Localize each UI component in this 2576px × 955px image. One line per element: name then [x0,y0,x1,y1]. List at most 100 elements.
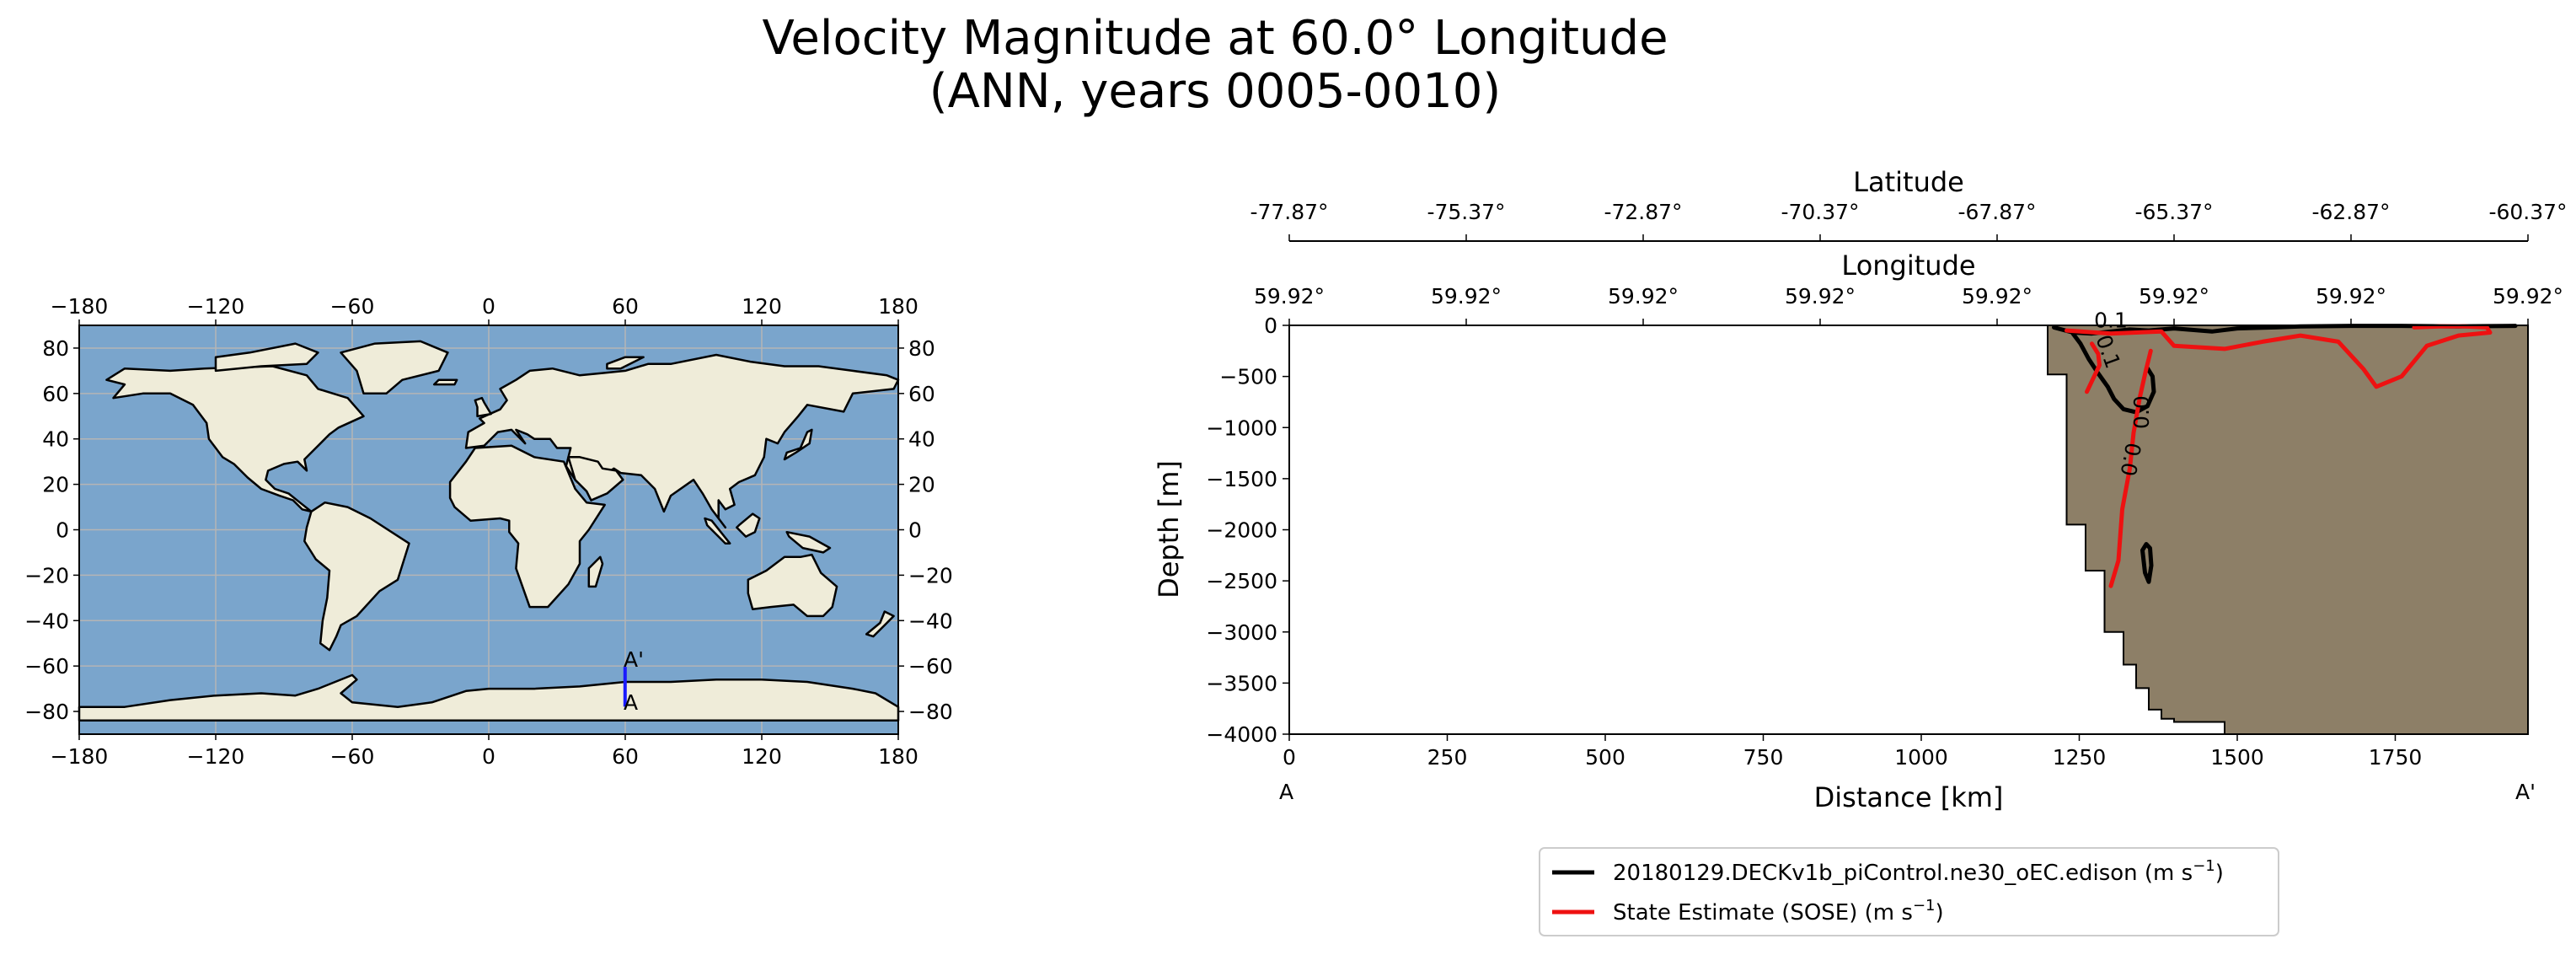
map-xtick-label-bottom: 120 [742,744,782,769]
map-ytick-label-left: −40 [24,609,69,633]
latitude-tick-label: -65.37° [2134,200,2213,224]
map-ytick-label-right: 0 [908,518,922,543]
section-ytick-label: −3500 [1206,671,1277,695]
section-xtick-label: 1750 [2369,745,2423,770]
map-xtick-label-top: 180 [878,294,918,319]
land-iceland [432,378,458,386]
section-xtick-label: 1000 [1894,745,1948,770]
land-madagascar [587,555,604,588]
sose-contour [2108,348,2153,588]
legend-model-text: 20180129.DECKv1b_piControl.ne30_oEC.edis… [1613,857,2224,886]
map-ytick-label-right: 20 [908,473,935,497]
sose-contour [2085,341,2102,394]
map-panel: −180 −180 −120 −120 −60 −60 0 0 60 60 120 120 180 180… [24,294,953,769]
section-xtick-label: 750 [1743,745,1784,770]
bathymetry-fill [1289,325,2529,735]
map-ytick-label-left: 80 [42,336,69,361]
model-contour [2140,542,2154,584]
longitude-tick-label: 59.92° [2316,284,2386,308]
land-masses [78,340,900,722]
longitude-tick-label: 59.92° [1608,284,1679,308]
section-xtick-label: 250 [1427,745,1468,770]
map-xtick-label-top: 60 [612,294,639,319]
land-eurasia [464,353,900,529]
transect-end-label: A' [624,647,644,672]
map-ytick-label-right: −80 [908,700,953,724]
latitude-tick-label: -60.37° [2488,200,2567,224]
map-ytick-label-right: −20 [908,563,953,587]
latitude-tick-label: -62.87° [2311,200,2390,224]
map-xtick-label-bottom: −120 [187,744,245,769]
map-xtick-label-bottom: 180 [878,744,918,769]
contour-lines: 0.10.10.00.0 [2052,308,2518,588]
map-xtick-label-top: −180 [51,294,109,319]
section-ytick-label: −4000 [1206,722,1277,747]
sose-contour-label: 0.0 [2116,441,2145,478]
legend-box [1539,847,2279,936]
section-end-label: A' [2515,780,2536,804]
land-north-america [105,365,365,513]
legend-sose-text: State Estimate (SOSE) (m s−1) [1613,897,1944,925]
map-ytick-label-right: −40 [908,609,953,633]
map-xtick-label-bottom: 60 [612,744,639,769]
section-ytick-label: −2000 [1206,518,1277,543]
longitude-tick-label: 59.92° [2493,284,2563,308]
land-svalbard-novaya [606,356,645,370]
section-ytick-label: −1000 [1206,416,1277,440]
model-contour-label: 0.1 [2094,308,2128,332]
longitude-tick-label: 59.92° [1785,284,1856,308]
land-antarctica [78,673,900,722]
longitude-tick-label: 59.92° [1962,284,2032,308]
land-new-zealand [865,610,895,638]
land-arabia [567,456,624,502]
land-new-guinea [785,530,832,554]
legend: 20180129.DECKv1b_piControl.ne30_oEC.edis… [1539,847,2279,936]
x-axis-label: Distance [km] [1814,781,2004,813]
section-panel: 0.10.10.00.0 0 250 500 750 1000 1250 1500 17500… [1153,166,2568,813]
y-axis-label: Depth [m] [1153,460,1185,598]
section-ytick-label: −500 [1219,365,1277,389]
latitude-ticks: -77.87° -75.37° -72.87° -70.37° -67.87° -65.3… [1250,200,2568,241]
land-borneo [736,512,761,538]
figure-title-line2: (ANN, years 0005-0010) [929,64,1502,119]
latitude-axis-label: Latitude [1853,166,1964,198]
section-xtick-label: 0 [1283,745,1296,770]
longitude-tick-label: 59.92° [2139,284,2209,308]
land-greenland [340,340,449,395]
map-axis-ticks: −180 −180 −120 −120 −60 −60 0 0 60 60 120 120 180 180… [24,294,953,769]
map-xtick-label-top: 0 [482,294,495,319]
model-contour [2070,331,2156,415]
longitude-tick-label: 59.92° [1254,284,1325,308]
figure-title-line1: Velocity Magnitude at 60.0° Longitude [762,11,1668,66]
map-ytick-label-right: 60 [908,382,935,406]
section-xtick-label: 1500 [2210,745,2264,770]
land-sumatra [704,517,731,545]
section-xtick-label: 1250 [2053,745,2107,770]
land-africa [448,444,606,609]
section-ytick-label: −2500 [1206,569,1277,593]
section-xtick-label: 500 [1585,745,1625,770]
transect-start-label: A [624,690,638,715]
map-ytick-label-left: 0 [56,518,69,543]
land-south-america [303,501,410,652]
map-ytick-label-left: −80 [24,700,69,724]
map-ytick-label-left: −20 [24,563,69,587]
land-japan [783,428,813,461]
map-xtick-label-bottom: 0 [482,744,495,769]
map-ytick-label-left: 60 [42,382,69,406]
land-australia [747,553,838,618]
longitude-axis-label: Longitude [1841,249,1975,282]
map-xtick-label-top: −60 [330,294,375,319]
map-xtick-label-top: −120 [187,294,245,319]
section-ytick-label: 0 [1264,314,1277,338]
land-arctic-islands [214,342,319,373]
latitude-tick-label: -77.87° [1250,200,1328,224]
section-start-label: A [1279,780,1293,804]
longitude-tick-label: 59.92° [1431,284,1502,308]
latitude-tick-label: -67.87° [1957,200,2036,224]
map-xtick-label-top: 120 [742,294,782,319]
sose-contour-label: 0.0 [2129,395,2154,429]
map-ytick-label-left: 40 [42,427,69,452]
section-ytick-label: −1500 [1206,467,1277,491]
